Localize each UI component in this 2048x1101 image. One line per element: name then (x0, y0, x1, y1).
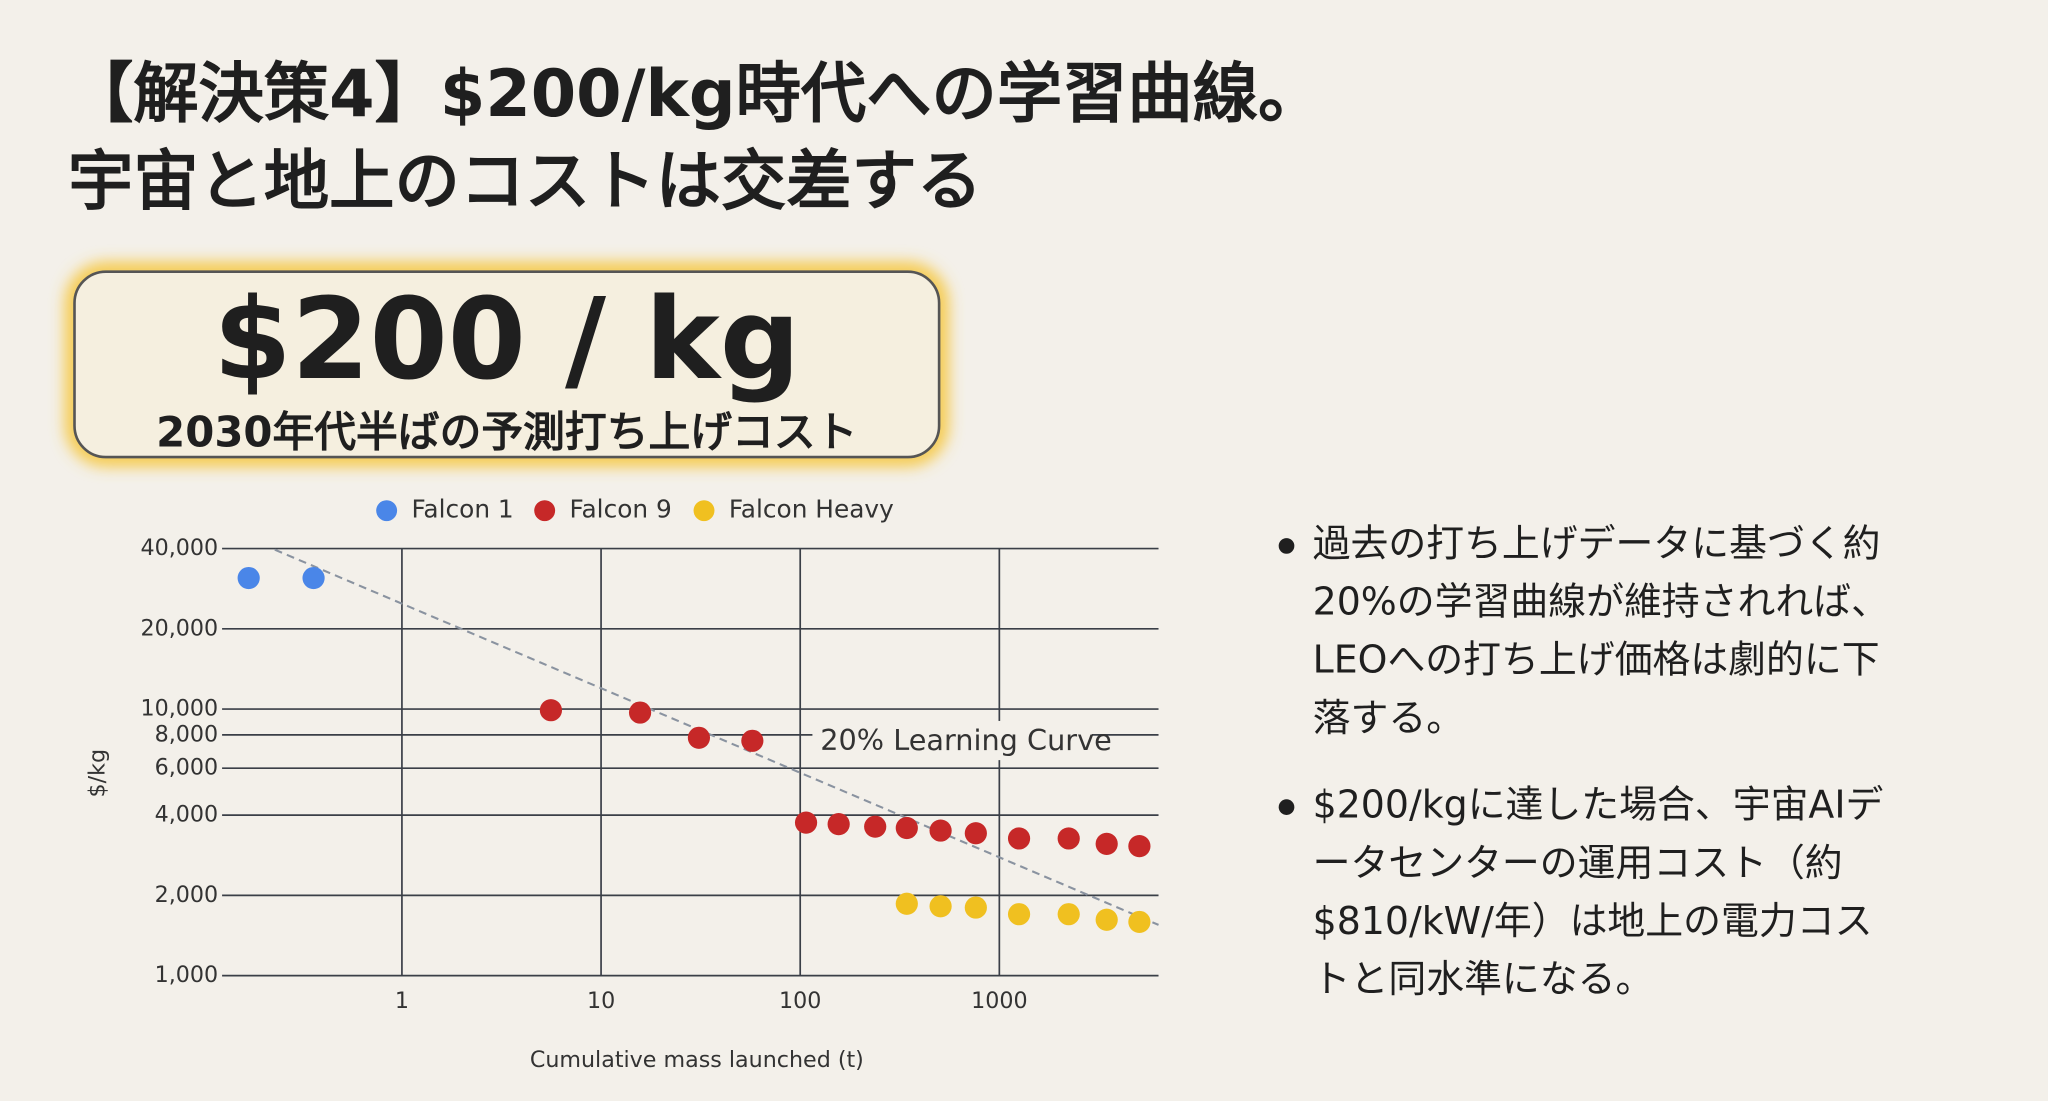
data-point (539, 699, 563, 722)
bullet-dot (1278, 799, 1295, 815)
data-point (1128, 835, 1151, 858)
data-point (1057, 903, 1080, 926)
data-point (895, 816, 918, 840)
x-tick-label: 100 (779, 988, 821, 1014)
bullet-text: LEOへの打ち上げ価格は劇的に下 (1313, 638, 1880, 682)
y-tick-label: 10,000 (141, 696, 219, 722)
callout-box (73, 270, 941, 459)
data-point (964, 896, 987, 919)
annotation-background (812, 720, 1092, 761)
legend-marker (534, 500, 556, 522)
x-tick-label: 10 (587, 988, 615, 1014)
data-point (827, 813, 850, 836)
bullet-text: 20%の学習曲線が維持されれば、 (1313, 580, 1889, 624)
data-point (929, 819, 952, 842)
data-point (1007, 827, 1031, 850)
data-point (794, 811, 818, 834)
y-tick-label: 6,000 (155, 755, 219, 781)
bullet-text: $810/kW/年）は地上の電力コス (1313, 899, 1873, 943)
bullet-dot (1278, 538, 1295, 554)
bullet-text: 過去の打ち上げデータに基づく約 (1313, 521, 1881, 565)
x-tick-label: 1 (395, 988, 409, 1014)
y-tick-label: 8,000 (155, 721, 219, 747)
title: 【解決策4】$200/kg時代への学習曲線。 (68, 56, 1323, 132)
y-tick-label: 40,000 (141, 535, 219, 561)
callout-caption: 2030年代半ばの予測打ち上げコスト (156, 407, 857, 456)
x-axis-label: Cumulative mass launched (t) (530, 1047, 864, 1073)
y-tick-label: 4,000 (155, 802, 219, 828)
data-point (1128, 910, 1151, 934)
data-point (237, 566, 260, 590)
bullet-text: トと同水準になる。 (1313, 957, 1654, 1001)
bullet-text: $200/kgに達した場合、宇宙AIデ (1313, 783, 1884, 827)
y-axis-label: $/kg (85, 749, 111, 798)
trend-label: 20% Learning Curve (820, 723, 1111, 757)
data-point (895, 892, 918, 915)
legend-label: Falcon 1 (411, 495, 513, 524)
y-tick-label: 1,000 (155, 962, 219, 988)
data-point (964, 822, 987, 845)
data-point (1057, 827, 1080, 850)
legend-marker (693, 500, 715, 522)
title: 宇宙と地上のコストは交差する (68, 144, 982, 220)
data-point (741, 729, 764, 752)
data-point (1095, 832, 1118, 855)
data-point (864, 815, 887, 838)
legend-label: Falcon Heavy (729, 495, 894, 524)
bullet-text: ータセンターの運用コスト（約 (1313, 841, 1843, 885)
data-point (929, 895, 952, 918)
y-tick-label: 20,000 (141, 615, 219, 641)
x-tick-label: 1000 (971, 988, 1027, 1014)
data-point (302, 566, 325, 590)
y-tick-label: 2,000 (155, 882, 219, 908)
data-point (628, 701, 652, 724)
bullet-list: 過去の打ち上げデータに基づく約 20%の学習曲線が維持されれば、 LEOへの打ち上げ… (1278, 521, 1889, 1001)
legend-label: Falcon 9 (569, 495, 671, 524)
trend-line (274, 548, 1159, 926)
legend-marker (376, 500, 398, 522)
bullet-text: 落する。 (1313, 696, 1464, 740)
callout-value: $200 / kg (213, 275, 800, 405)
data-point (1095, 908, 1118, 931)
data-point (687, 726, 711, 749)
data-point (1007, 903, 1031, 926)
